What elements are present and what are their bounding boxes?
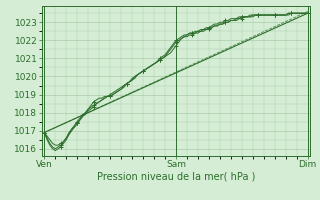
X-axis label: Pression niveau de la mer( hPa ): Pression niveau de la mer( hPa ) xyxy=(97,172,255,182)
